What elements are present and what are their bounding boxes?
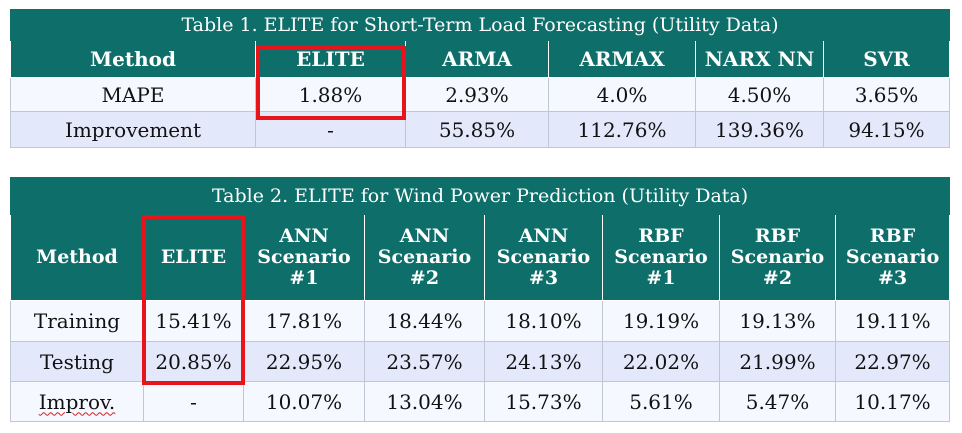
table2-cell: 18.10%	[484, 300, 603, 342]
table2-cell: 10.17%	[834, 381, 951, 422]
table-wind-power: Table 2. ELITE for Wind Power Prediction…	[9, 177, 951, 422]
table2-cell: -	[143, 381, 244, 422]
table1-header-svr: SVR	[823, 40, 950, 78]
table2-cell: 23.57%	[364, 341, 485, 382]
table2-cell: 15.73%	[484, 381, 603, 422]
spellcheck-underlined-text: Improv.	[38, 389, 116, 414]
table1-cell: 3.65%	[823, 77, 950, 112]
table2-cell: 17.81%	[243, 300, 365, 342]
table2-cell: 5.47%	[719, 381, 836, 422]
table2-header-rbf-2: RBF Scenario #2	[719, 214, 836, 301]
table2-cell: 22.95%	[243, 341, 365, 382]
table1-cell: 1.88%	[255, 77, 406, 112]
table1-cell: 55.85%	[405, 111, 549, 148]
table1-header-elite: ELITE	[255, 40, 406, 78]
table2-cell: 21.99%	[719, 341, 836, 382]
table-row: Improvement - 55.85% 112.76% 139.36% 94.…	[10, 111, 950, 148]
table2-cell: 22.97%	[834, 341, 951, 382]
table2-cell: 15.41%	[143, 300, 244, 342]
table1-cell: 112.76%	[548, 111, 696, 148]
table2-row-label-training: Training	[10, 300, 144, 342]
table2-cell: 19.19%	[602, 300, 720, 342]
table2-cell: 13.04%	[364, 381, 485, 422]
table-row: MAPE 1.88% 2.93% 4.0% 4.50% 3.65%	[10, 77, 950, 112]
table1-row-label-mape: MAPE	[10, 77, 256, 112]
table2-header-method: Method	[10, 214, 144, 301]
table1-cell: -	[255, 111, 406, 148]
table2-row-label-testing: Testing	[10, 341, 144, 382]
table-short-term-load: Table 1. ELITE for Short-Term Load Forec…	[10, 9, 950, 148]
table2-cell: 19.13%	[719, 300, 836, 342]
table1-header-arma: ARMA	[405, 40, 549, 78]
table1-cell: 94.15%	[823, 111, 950, 148]
table2-cell: 5.61%	[602, 381, 720, 422]
table1-cell: 4.0%	[548, 77, 696, 112]
table2-header-ann-2: ANN Scenario #2	[364, 214, 485, 301]
table2-header-ann-3: ANN Scenario #3	[484, 214, 603, 301]
table2-header-elite: ELITE	[143, 214, 244, 301]
table2-row-label-improv: Improv.	[10, 381, 144, 422]
table2-caption: Table 2. ELITE for Wind Power Prediction…	[9, 177, 951, 215]
table1-caption: Table 1. ELITE for Short-Term Load Forec…	[10, 9, 950, 41]
table2-cell: 10.07%	[243, 381, 365, 422]
table2-header-rbf-1: RBF Scenario #1	[602, 214, 720, 301]
table2-cell: 18.44%	[364, 300, 485, 342]
table1-cell: 4.50%	[695, 77, 824, 112]
table1-header-narx-nn: NARX NN	[695, 40, 824, 78]
table1-header-method: Method	[10, 40, 256, 78]
table1-row-label-improvement: Improvement	[10, 111, 256, 148]
table2-cell: 24.13%	[484, 341, 603, 382]
table1-cell: 2.93%	[405, 77, 549, 112]
table-row: Improv. - 10.07% 13.04% 15.73% 5.61% 5.4…	[10, 381, 951, 422]
table2-cell: 20.85%	[143, 341, 244, 382]
table2-header-ann-1: ANN Scenario #1	[243, 214, 365, 301]
table1-header-armax: ARMAX	[548, 40, 696, 78]
table2-cell: 19.11%	[834, 300, 951, 342]
table1-cell: 139.36%	[695, 111, 824, 148]
table-row: Testing 20.85% 22.95% 23.57% 24.13% 22.0…	[10, 341, 951, 382]
table2-header-rbf-3: RBF Scenario #3	[834, 214, 951, 301]
table2-cell: 22.02%	[602, 341, 720, 382]
table-row: Training 15.41% 17.81% 18.44% 18.10% 19.…	[10, 300, 951, 342]
